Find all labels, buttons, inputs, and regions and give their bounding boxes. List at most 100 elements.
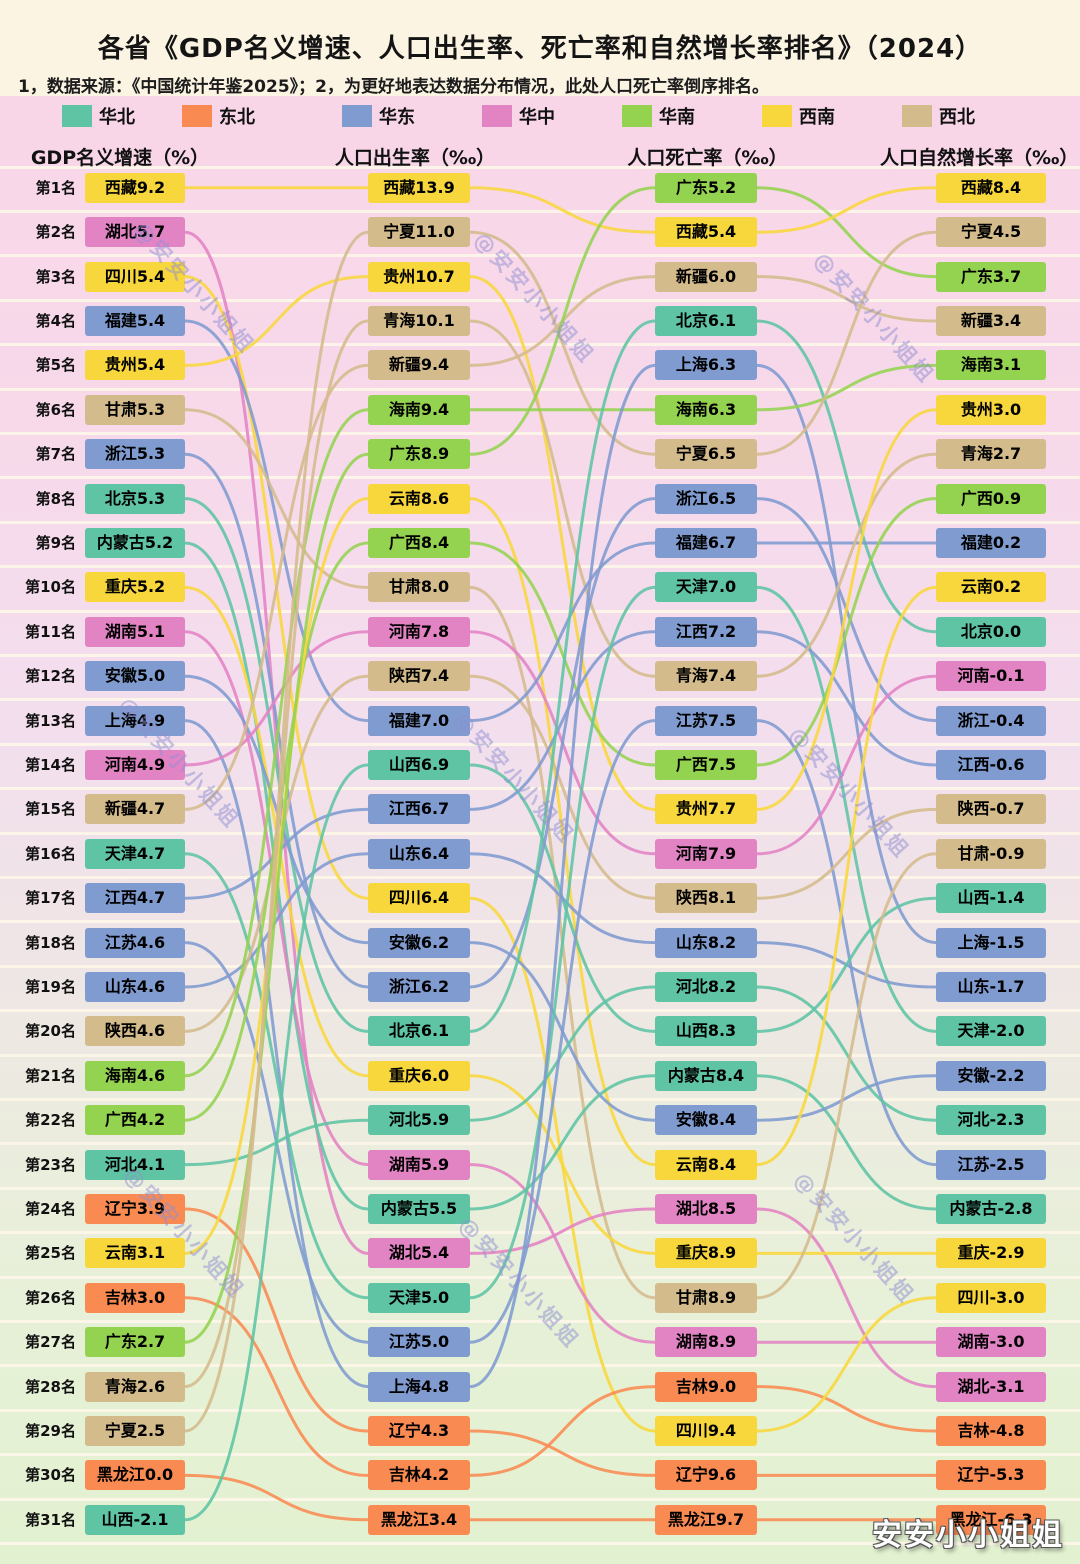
province-box: 海南6.3 — [655, 394, 757, 425]
province-box: 宁夏6.5 — [655, 439, 757, 470]
province-box: 广东5.2 — [655, 172, 757, 203]
province-box: 重庆-2.9 — [936, 1238, 1046, 1269]
rank-label: 第9名 — [35, 534, 76, 552]
province-box: 陕西4.6 — [85, 1016, 185, 1047]
province-box: 西藏5.4 — [655, 217, 757, 248]
row-separator — [0, 1453, 1080, 1457]
row-separator — [0, 920, 1080, 924]
province-box: 甘肃-0.9 — [936, 838, 1046, 869]
row-separator — [0, 520, 1080, 524]
row-separator — [0, 1364, 1080, 1368]
legend-label: 西南 — [799, 107, 835, 128]
legend-item: 华中 — [482, 104, 555, 128]
rank-label: 第14名 — [25, 756, 76, 774]
legend-item: 华东 — [342, 104, 415, 128]
row-separator — [0, 698, 1080, 702]
province-box: 天津-2.0 — [936, 1016, 1046, 1047]
province-box: 山西-1.4 — [936, 883, 1046, 914]
row-separator — [0, 964, 1080, 968]
legend-label: 东北 — [219, 107, 255, 128]
province-box: 福建6.7 — [655, 528, 757, 558]
province-box: 吉林4.2 — [368, 1460, 470, 1491]
row-separator — [0, 1231, 1080, 1235]
province-box: 黑龙江-6.3 — [936, 1504, 1046, 1535]
legend-label: 华中 — [519, 107, 555, 128]
province-box: 云南0.2 — [936, 572, 1046, 603]
province-box: 贵州3.0 — [936, 394, 1046, 425]
province-box: 贵州5.4 — [85, 350, 185, 381]
province-box: 浙江-0.4 — [936, 705, 1046, 736]
province-box: 新疆4.7 — [85, 794, 185, 825]
column-header: GDP名义增速（%） — [30, 147, 210, 169]
province-box: 安徽8.4 — [655, 1105, 757, 1136]
row-separator — [0, 1053, 1080, 1057]
legend-swatch — [902, 105, 932, 127]
province-box: 甘肃8.9 — [655, 1282, 757, 1313]
province-box: 西藏13.9 — [368, 172, 470, 203]
province-box: 辽宁-5.3 — [936, 1460, 1046, 1491]
province-box: 青海2.7 — [936, 439, 1046, 470]
province-box: 河南-0.1 — [936, 661, 1046, 692]
province-box: 内蒙古5.5 — [368, 1194, 470, 1224]
row-separator — [0, 609, 1080, 613]
rank-label: 第24名 — [25, 1200, 76, 1218]
province-box: 天津4.7 — [85, 838, 185, 869]
rank-label: 第15名 — [25, 800, 76, 819]
province-box: 天津7.0 — [655, 572, 757, 603]
province-box: 江苏5.0 — [368, 1327, 470, 1358]
source-note: 1，数据来源：《中国统计年鉴2025》；2，为更好地表达数据分布情况，此处人口死… — [18, 77, 769, 97]
province-box: 湖南5.9 — [368, 1149, 470, 1180]
province-box: 新疆3.4 — [936, 306, 1046, 336]
province-box: 浙江5.3 — [85, 439, 185, 470]
province-box: 浙江6.5 — [655, 483, 757, 514]
province-box: 河北5.9 — [368, 1105, 470, 1136]
province-box: 西藏9.2 — [85, 172, 185, 203]
province-box: 江苏-2.5 — [936, 1149, 1046, 1180]
province-box: 山西8.3 — [655, 1016, 757, 1047]
province-box: 浙江6.2 — [368, 972, 470, 1002]
province-box: 广西0.9 — [936, 483, 1046, 514]
rank-label: 第28名 — [25, 1377, 76, 1396]
province-box: 青海2.6 — [85, 1371, 185, 1402]
legend-item: 西南 — [762, 104, 835, 128]
province-box: 安徽6.2 — [368, 927, 470, 958]
rank-label: 第2名 — [35, 223, 76, 242]
province-box: 海南9.4 — [368, 394, 470, 425]
province-box: 福建7.0 — [368, 705, 470, 736]
row-separator — [0, 432, 1080, 435]
province-box: 四川9.4 — [655, 1416, 757, 1446]
province-box: 重庆6.0 — [368, 1060, 470, 1091]
province-box: 云南8.4 — [655, 1149, 757, 1180]
rank-label: 第18名 — [25, 933, 76, 952]
province-box: 上海4.9 — [85, 705, 185, 736]
province-box: 湖南-3.0 — [936, 1327, 1046, 1358]
province-box: 北京6.1 — [368, 1016, 470, 1047]
rank-label: 第26名 — [25, 1288, 76, 1307]
province-box: 吉林-4.8 — [936, 1416, 1046, 1446]
province-box: 河南7.8 — [368, 616, 470, 647]
province-box: 四川5.4 — [85, 261, 185, 292]
row-separator — [0, 1009, 1080, 1013]
province-box: 海南4.6 — [85, 1060, 185, 1091]
province-box: 山东4.6 — [85, 972, 185, 1002]
rank-label: 第3名 — [35, 267, 76, 286]
province-box: 河北8.2 — [655, 972, 757, 1002]
province-box: 甘肃5.3 — [85, 394, 185, 425]
province-box: 青海10.1 — [368, 306, 470, 336]
province-box: 福建5.4 — [85, 306, 185, 336]
province-box: 新疆6.0 — [655, 261, 757, 292]
province-box: 江苏4.6 — [85, 927, 185, 958]
province-box: 北京0.0 — [936, 616, 1046, 647]
rank-label: 第20名 — [25, 1022, 76, 1041]
province-box: 辽宁4.3 — [368, 1416, 470, 1446]
legend-label: 西北 — [939, 107, 975, 128]
row-separator — [0, 565, 1080, 569]
province-box: 山东8.2 — [655, 927, 757, 958]
province-box: 江西6.7 — [368, 794, 470, 825]
province-box: 江苏7.5 — [655, 705, 757, 736]
province-box: 天津5.0 — [368, 1282, 470, 1313]
province-box: 江西-0.6 — [936, 750, 1046, 780]
province-box: 江西7.2 — [655, 616, 757, 647]
rank-label: 第7名 — [35, 445, 76, 464]
column-header: 人口自然增长率（‰） — [880, 147, 1079, 169]
